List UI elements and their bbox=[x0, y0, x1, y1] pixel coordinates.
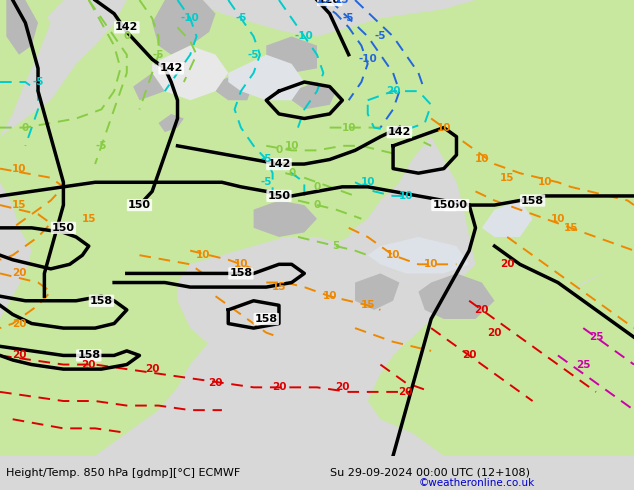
Polygon shape bbox=[216, 73, 254, 100]
Text: 25: 25 bbox=[576, 360, 590, 369]
Text: 15: 15 bbox=[500, 172, 514, 183]
Text: Height/Temp. 850 hPa [gdmp][°C] ECMWF: Height/Temp. 850 hPa [gdmp][°C] ECMWF bbox=[6, 468, 240, 478]
Polygon shape bbox=[0, 0, 51, 137]
Text: 20: 20 bbox=[475, 305, 489, 315]
Text: 0: 0 bbox=[313, 200, 321, 210]
Text: 142: 142 bbox=[388, 127, 411, 137]
Text: -5: -5 bbox=[261, 177, 272, 187]
Text: 0: 0 bbox=[123, 31, 131, 42]
Text: 20: 20 bbox=[12, 350, 26, 361]
Text: 20: 20 bbox=[82, 360, 96, 369]
Text: 10: 10 bbox=[437, 122, 451, 133]
Text: 5: 5 bbox=[332, 241, 340, 251]
Polygon shape bbox=[178, 237, 431, 374]
Text: 128: 128 bbox=[318, 0, 341, 5]
Text: 20: 20 bbox=[209, 378, 223, 388]
Text: -10: -10 bbox=[295, 31, 314, 42]
Text: 15: 15 bbox=[564, 223, 578, 233]
Text: 15: 15 bbox=[12, 200, 26, 210]
Text: 20: 20 bbox=[500, 259, 514, 270]
Text: -5: -5 bbox=[153, 49, 164, 60]
Text: -5: -5 bbox=[261, 154, 272, 165]
Polygon shape bbox=[152, 46, 228, 100]
Text: 150: 150 bbox=[432, 200, 455, 210]
Text: 10: 10 bbox=[386, 250, 400, 260]
Text: 158: 158 bbox=[255, 314, 278, 324]
Text: 150: 150 bbox=[128, 200, 151, 210]
Text: 10: 10 bbox=[361, 177, 375, 187]
Polygon shape bbox=[266, 36, 317, 73]
Text: -5: -5 bbox=[32, 77, 44, 87]
Text: Su 29-09-2024 00:00 UTC (12+108): Su 29-09-2024 00:00 UTC (12+108) bbox=[330, 468, 529, 478]
Text: 0: 0 bbox=[288, 168, 295, 178]
Text: 20: 20 bbox=[145, 364, 159, 374]
Text: 15: 15 bbox=[82, 214, 96, 224]
Polygon shape bbox=[431, 0, 634, 305]
Text: -5: -5 bbox=[248, 49, 259, 60]
Text: -5: -5 bbox=[96, 141, 107, 151]
Polygon shape bbox=[482, 200, 533, 237]
Text: 15: 15 bbox=[361, 300, 375, 310]
Text: 0: 0 bbox=[275, 146, 283, 155]
Polygon shape bbox=[292, 82, 336, 109]
Text: 20: 20 bbox=[12, 269, 26, 278]
Text: 150: 150 bbox=[445, 200, 468, 210]
Polygon shape bbox=[228, 55, 304, 100]
Text: 20: 20 bbox=[272, 382, 286, 392]
Text: -5: -5 bbox=[343, 13, 354, 23]
Polygon shape bbox=[418, 273, 495, 319]
Text: 158: 158 bbox=[230, 269, 252, 278]
Text: 10: 10 bbox=[234, 259, 248, 270]
Text: -10: -10 bbox=[181, 13, 200, 23]
Polygon shape bbox=[133, 69, 178, 100]
Text: 15: 15 bbox=[316, 0, 330, 5]
Polygon shape bbox=[0, 0, 476, 456]
Text: 20: 20 bbox=[488, 328, 501, 338]
Polygon shape bbox=[254, 200, 317, 237]
Text: 150: 150 bbox=[52, 223, 75, 233]
Text: 10: 10 bbox=[424, 259, 438, 270]
Text: 25: 25 bbox=[589, 332, 603, 342]
Text: 142: 142 bbox=[160, 63, 183, 74]
Text: 15: 15 bbox=[335, 0, 349, 5]
Text: 142: 142 bbox=[115, 23, 138, 32]
Polygon shape bbox=[368, 237, 469, 273]
Text: 10: 10 bbox=[551, 214, 565, 224]
Text: 0: 0 bbox=[22, 122, 29, 133]
Text: 158: 158 bbox=[90, 296, 113, 306]
Text: -5: -5 bbox=[235, 13, 247, 23]
Text: 10: 10 bbox=[285, 141, 299, 151]
Text: 15: 15 bbox=[272, 282, 286, 292]
Text: 10: 10 bbox=[323, 291, 337, 301]
Text: 150: 150 bbox=[268, 191, 290, 201]
Polygon shape bbox=[152, 0, 216, 55]
Text: 10: 10 bbox=[475, 154, 489, 165]
Text: 20: 20 bbox=[335, 382, 349, 392]
Text: -10: -10 bbox=[358, 54, 377, 64]
Text: -5: -5 bbox=[375, 31, 386, 42]
Polygon shape bbox=[355, 273, 399, 310]
Text: 10: 10 bbox=[12, 164, 26, 173]
Text: 10: 10 bbox=[342, 122, 356, 133]
Polygon shape bbox=[0, 0, 63, 69]
Text: 10: 10 bbox=[538, 177, 552, 187]
Text: 10: 10 bbox=[196, 250, 210, 260]
Polygon shape bbox=[6, 0, 38, 55]
Text: 20: 20 bbox=[12, 318, 26, 329]
Text: 20: 20 bbox=[386, 86, 400, 96]
Text: 142: 142 bbox=[268, 159, 290, 169]
Text: 10: 10 bbox=[399, 191, 413, 201]
Text: 20: 20 bbox=[399, 387, 413, 397]
Polygon shape bbox=[158, 114, 184, 132]
Text: 20: 20 bbox=[462, 350, 476, 361]
Text: 158: 158 bbox=[77, 350, 100, 361]
Text: 158: 158 bbox=[521, 196, 544, 205]
Text: ©weatheronline.co.uk: ©weatheronline.co.uk bbox=[418, 478, 534, 488]
Polygon shape bbox=[368, 250, 634, 456]
Text: 0: 0 bbox=[313, 182, 321, 192]
